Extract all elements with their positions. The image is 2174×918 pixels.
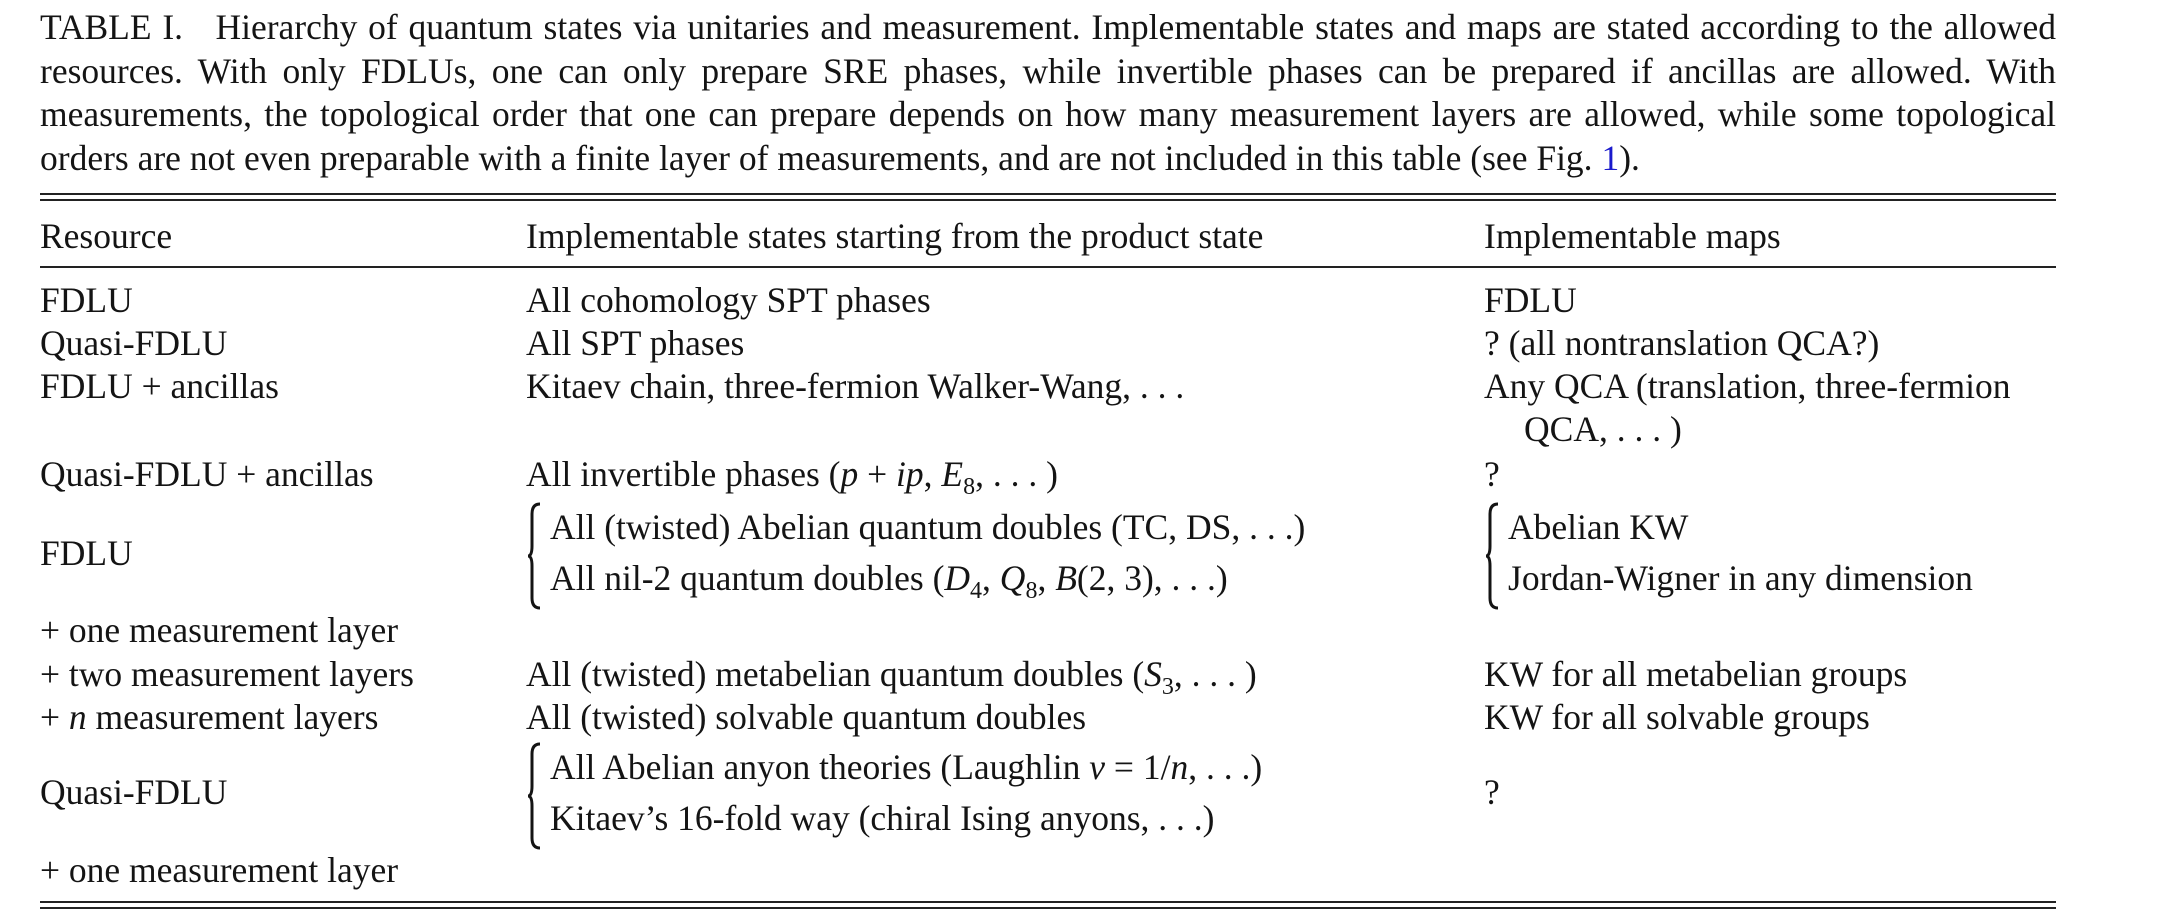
header-maps: Implementable maps bbox=[1484, 216, 1781, 256]
row5-maps-brace bbox=[1486, 502, 1499, 610]
figure-reference-link[interactable]: 1 bbox=[1601, 137, 1620, 178]
row3-maps-continued: QCA, . . . ) bbox=[1524, 409, 1682, 449]
row4-maps: ? bbox=[1484, 454, 1500, 494]
row3-states: Kitaev chain, three-fermion Walker-Wang,… bbox=[526, 366, 1185, 406]
row5-states-line1: All (twisted) Abelian quantum doubles (T… bbox=[550, 507, 1306, 547]
row5-states-brace bbox=[528, 502, 541, 610]
row8-states-line1: All Abelian anyon theories (Laughlin ν =… bbox=[550, 747, 1263, 787]
row6-maps: KW for all metabelian groups bbox=[1484, 654, 1908, 694]
row4-states: All invertible phases (p + ip, E8, . . .… bbox=[526, 454, 1058, 501]
table-caption: TABLE I. Hierarchy of quantum states via… bbox=[40, 6, 2056, 180]
row6-resource: + two measurement layers bbox=[40, 654, 414, 694]
header-resource: Resource bbox=[40, 216, 173, 256]
header-states: Implementable states starting from the p… bbox=[526, 216, 1264, 256]
top-rule bbox=[40, 193, 2056, 195]
row4-resource: Quasi-FDLU + ancillas bbox=[40, 454, 374, 494]
row1-maps: FDLU bbox=[1484, 280, 1577, 320]
bottom-rule-second bbox=[40, 907, 2056, 909]
top-rule-second bbox=[40, 199, 2056, 201]
caption-end: ). bbox=[1619, 137, 1640, 178]
row5-maps-line1: Abelian KW bbox=[1508, 507, 1689, 547]
row5-states-line2: All nil-2 quantum doubles (D4, Q8, B(2, … bbox=[550, 558, 1228, 605]
row3-resource: FDLU + ancillas bbox=[40, 366, 279, 406]
row8-maps: ? bbox=[1484, 772, 1500, 812]
row5-maps-line2: Jordan-Wigner in any dimension bbox=[1508, 558, 1973, 598]
row5-resource: FDLU bbox=[40, 533, 133, 573]
row2-states: All SPT phases bbox=[526, 323, 745, 363]
row8-states-line2: Kitaev’s 16-fold way (chiral Ising anyon… bbox=[550, 798, 1215, 838]
row2-resource: Quasi-FDLU bbox=[40, 323, 228, 363]
row6-states: All (twisted) metabelian quantum doubles… bbox=[526, 654, 1257, 701]
row7-maps: KW for all solvable groups bbox=[1484, 697, 1870, 737]
row5-resource-line2: + one measurement layer bbox=[40, 610, 399, 650]
row8-resource: Quasi-FDLU bbox=[40, 772, 228, 812]
row2-maps: ? (all nontranslation QCA?) bbox=[1484, 323, 1880, 363]
row3-maps: Any QCA (translation, three-fermion bbox=[1484, 366, 2011, 406]
row1-resource: FDLU bbox=[40, 280, 133, 320]
row7-states: All (twisted) solvable quantum doubles bbox=[526, 697, 1087, 737]
row8-resource-line2: + one measurement layer bbox=[40, 850, 399, 890]
caption-label: TABLE I. bbox=[40, 7, 184, 47]
header-rule bbox=[40, 266, 2056, 268]
caption-text: Hierarchy of quantum states via unitarie… bbox=[40, 7, 2057, 178]
row1-states: All cohomology SPT phases bbox=[526, 280, 931, 320]
bottom-rule bbox=[40, 901, 2056, 903]
row7-resource: + n measurement layers bbox=[40, 697, 379, 737]
row8-states-brace bbox=[528, 742, 541, 850]
